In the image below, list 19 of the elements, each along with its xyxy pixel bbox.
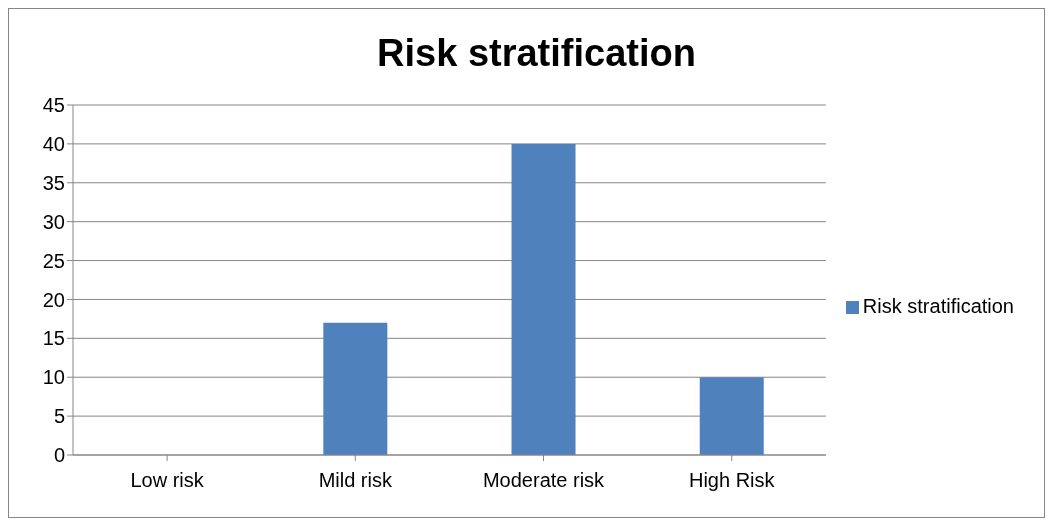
bar xyxy=(699,377,764,455)
y-tick-label: 25 xyxy=(42,249,65,272)
chart-title: Risk stratification xyxy=(377,31,696,74)
x-tick-label: Moderate risk xyxy=(482,469,606,492)
y-tick-label: 15 xyxy=(42,327,65,350)
y-tick-label: 30 xyxy=(42,210,65,233)
bar xyxy=(323,322,388,455)
y-tick-label: 20 xyxy=(42,288,65,311)
y-tick-label: 10 xyxy=(42,366,65,389)
y-tick-label: 0 xyxy=(53,444,65,467)
x-tick-label: High Risk xyxy=(688,469,776,492)
y-tick-label: 5 xyxy=(53,405,65,428)
legend-label: Risk stratification xyxy=(862,294,1014,317)
x-tick-label: Mild risk xyxy=(318,469,393,492)
x-tick-label: Low risk xyxy=(130,469,205,492)
y-tick-label: 35 xyxy=(42,171,65,194)
y-tick-label: 45 xyxy=(42,94,65,117)
y-tick-label: 40 xyxy=(42,132,65,155)
bar xyxy=(511,143,576,455)
